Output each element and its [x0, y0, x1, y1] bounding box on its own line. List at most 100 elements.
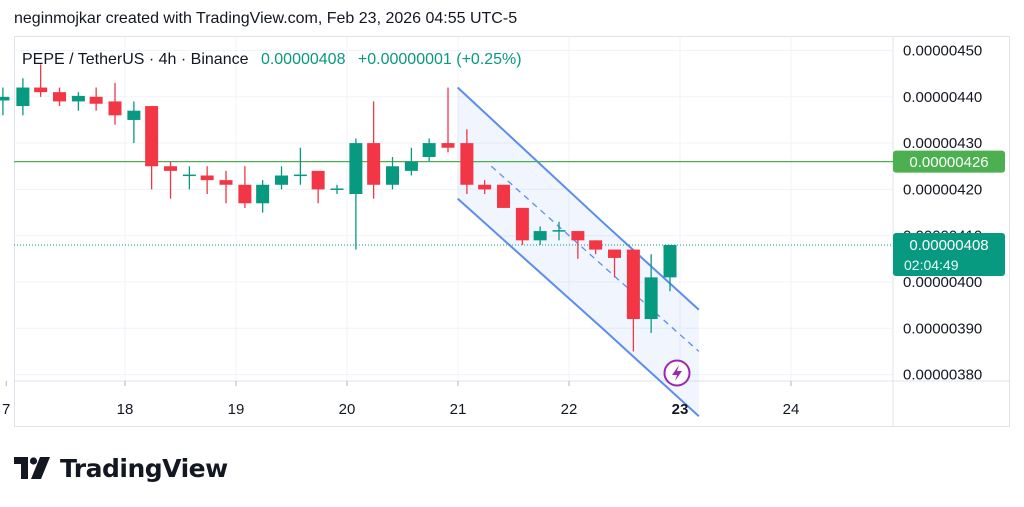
x-tick-label: 18 — [117, 401, 134, 418]
x-tick-label: 19 — [228, 401, 245, 418]
candle-body — [441, 143, 455, 148]
candle-body — [608, 249, 622, 258]
logo-text: TradingView — [60, 453, 228, 483]
candle-body — [571, 231, 585, 241]
candle-body — [626, 249, 640, 320]
chart-caption: neginmojkar created with TradingView.com… — [14, 10, 518, 27]
candle — [608, 249, 622, 278]
symbol-title[interactable]: PEPE / TetherUS · 4h · Binance — [22, 51, 249, 68]
candle — [145, 106, 159, 190]
candle-body — [644, 277, 658, 320]
tradingview-logo-icon — [14, 457, 50, 479]
candle — [219, 170, 233, 204]
candle — [293, 147, 307, 185]
candle — [182, 166, 196, 190]
candle — [275, 166, 289, 190]
candle-body — [89, 96, 103, 104]
candle-body — [127, 110, 141, 120]
y-tick-label: 0.00000420 — [903, 181, 982, 198]
candle-body — [108, 101, 122, 116]
y-tick-label: 0.00000430 — [903, 135, 982, 152]
candle-body — [497, 184, 511, 208]
candle — [497, 184, 511, 208]
y-tick-label: 0.00000400 — [903, 274, 982, 291]
candle — [441, 87, 455, 153]
candle-body — [71, 95, 85, 102]
candle-body — [293, 174, 307, 177]
x-tick-label: 20 — [339, 401, 356, 418]
candle-body — [200, 175, 214, 181]
candle — [16, 78, 30, 116]
candle-body — [478, 184, 492, 190]
last-price-label-text: 0.00000408 — [909, 237, 988, 254]
candle — [238, 166, 252, 208]
candle — [386, 156, 400, 190]
candle — [349, 138, 363, 250]
price-axis[interactable]: 0.00000450 0.00000440 0.00000430 0.00000420… — [903, 43, 982, 384]
candle — [53, 87, 67, 107]
candle — [127, 101, 141, 144]
candle — [422, 138, 436, 162]
candle-body — [34, 87, 48, 93]
candle-body — [256, 184, 270, 204]
candle-body — [663, 244, 677, 278]
y-tick-label: 0.00000390 — [903, 320, 982, 337]
candle-body — [145, 106, 159, 167]
x-tick-label: 21 — [450, 401, 467, 418]
candle — [626, 249, 640, 352]
candle-body — [589, 240, 603, 250]
candle — [533, 226, 547, 245]
level-label-text: 0.00000426 — [909, 154, 988, 171]
candle-body — [275, 175, 289, 185]
candle — [552, 221, 566, 241]
candle — [367, 101, 381, 199]
level-label-bg — [893, 150, 1005, 173]
time-axis[interactable]: 7 18 19 20 21 22 23 24 — [2, 381, 799, 418]
candle — [108, 82, 122, 125]
candle — [571, 231, 585, 259]
y-tick-label: 0.00000450 — [903, 43, 982, 60]
candle-body — [0, 96, 10, 101]
channel-lower-line[interactable] — [456, 197, 700, 418]
lightning-icon[interactable] — [663, 359, 691, 387]
price-labels: 0.00000426 0.00000408 02:04:49 — [893, 150, 1005, 276]
lightning-icon-group[interactable] — [663, 359, 691, 387]
candle — [478, 180, 492, 195]
symbol-header: PEPE / TetherUS · 4h · Binance 0.0000040… — [22, 51, 522, 69]
countdown-text: 02:04:49 — [904, 257, 959, 273]
candle-body — [53, 92, 67, 102]
candle — [644, 254, 658, 333]
candle-body — [386, 166, 400, 185]
tradingview-logo[interactable]: TradingView — [14, 452, 228, 484]
lightning-bolt — [672, 365, 682, 381]
candles — [0, 64, 677, 352]
candle — [663, 244, 677, 292]
x-tick-label: 24 — [783, 401, 800, 418]
x-tick-label: 22 — [561, 401, 578, 418]
last-price-label-bg — [893, 232, 1005, 276]
y-tick-label: 0.00000380 — [903, 367, 982, 384]
candle — [34, 64, 48, 97]
candle — [311, 170, 325, 204]
candle-body — [515, 207, 529, 241]
candle-body — [182, 174, 196, 177]
candle-body — [164, 166, 178, 171]
candle — [515, 207, 529, 245]
candle — [404, 147, 418, 176]
candle-body — [349, 143, 363, 195]
candle-body — [422, 143, 436, 157]
y-tick-label: 0.00000440 — [903, 89, 982, 106]
channel-upper-line[interactable] — [456, 86, 700, 311]
candle-body — [330, 188, 344, 190]
candle-body — [533, 231, 547, 241]
candle — [460, 129, 474, 195]
candle — [330, 184, 344, 195]
candle-body — [238, 184, 252, 204]
candle — [200, 166, 214, 195]
channel-mid-line[interactable] — [490, 165, 700, 352]
candle-body — [16, 87, 30, 107]
candle — [589, 240, 603, 255]
x-tick-label: 7 — [2, 401, 10, 418]
candle — [0, 87, 10, 116]
